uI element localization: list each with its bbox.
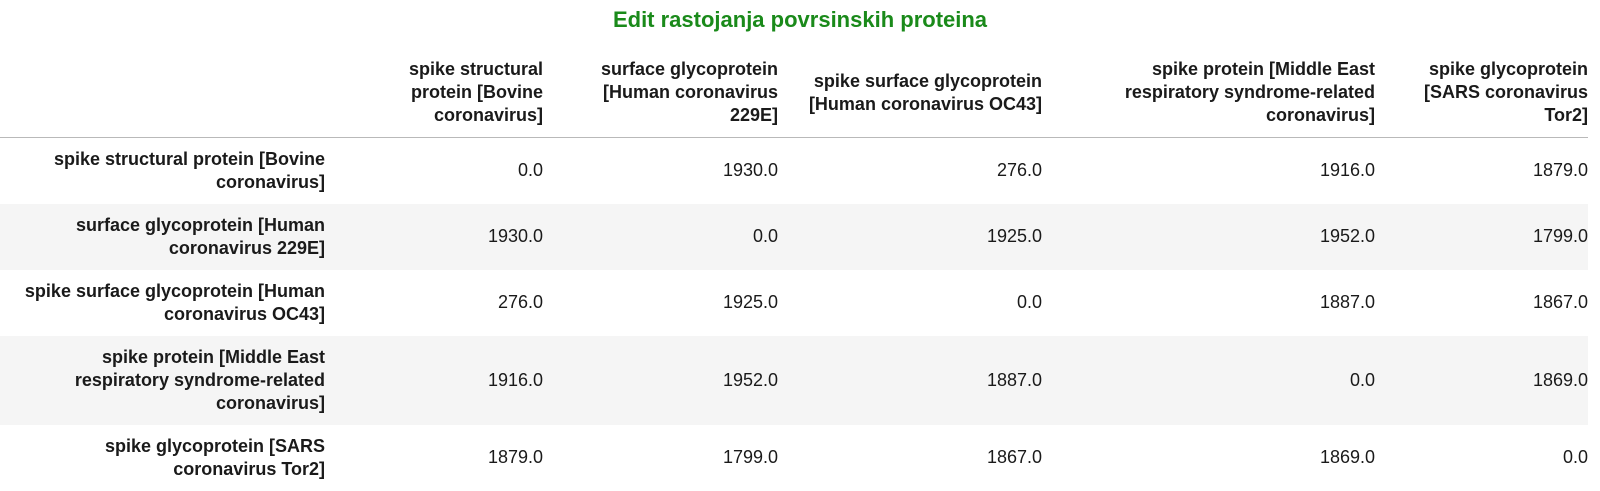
table-title: Edit rastojanja povrsinskih proteina (612, 7, 988, 32)
table-cell: 276.0 (996, 160, 1042, 181)
column-header-label: surface glycoprotein [Human coronavirus … (600, 59, 778, 125)
table-cell: 1930.0 (722, 160, 778, 181)
column-header: spike surface glycoprotein [Human corona… (778, 58, 1042, 138)
table-cell: 1887.0 (986, 369, 1042, 390)
table-cell: 1952.0 (722, 369, 778, 390)
table-row: spike glycoprotein [SARS coronavirus Tor… (0, 424, 1588, 491)
table-cell: 1867.0 (1532, 292, 1588, 312)
header-row: spike structural protein [Bovine coronav… (0, 58, 1588, 138)
column-header: spike structural protein [Bovine coronav… (325, 58, 543, 138)
corner-header-cell (0, 58, 325, 138)
column-header: surface glycoprotein [Human coronavirus … (543, 58, 778, 138)
column-header-label: spike protein [Middle East respiratory s… (1124, 59, 1375, 125)
table-row: surface glycoprotein [Human coronavirus … (0, 203, 1588, 270)
table-cell: 1799.0 (722, 447, 778, 467)
table-cell: 1930.0 (487, 226, 543, 246)
column-header-label: spike surface glycoprotein [Human corona… (808, 70, 1042, 114)
table-cell: 1952.0 (1319, 226, 1375, 246)
table-body: spike structural protein [Bovine coronav… (0, 137, 1588, 491)
table-row: spike structural protein [Bovine coronav… (0, 137, 1588, 204)
row-header-label: spike glycoprotein [SARS coronavirus Tor… (104, 435, 325, 479)
row-header-label: spike structural protein [Bovine coronav… (53, 148, 325, 192)
table-cell: 0.0 (517, 160, 543, 181)
table-cell: 1925.0 (986, 226, 1042, 246)
table-cell: 0.0 (752, 226, 778, 246)
row-header: spike structural protein [Bovine coronav… (0, 138, 325, 204)
table-cell: 1925.0 (722, 292, 778, 312)
table-cell: 1916.0 (1319, 160, 1375, 181)
table-cell: 1867.0 (986, 447, 1042, 467)
table-row: spike surface glycoprotein [Human corona… (0, 269, 1588, 336)
table-cell: 1799.0 (1532, 226, 1588, 246)
row-header-label: spike protein [Middle East respiratory s… (74, 346, 325, 413)
distance-matrix-table: spike structural protein [Bovine coronav… (0, 58, 1588, 491)
row-header: spike surface glycoprotein [Human corona… (0, 270, 325, 336)
column-header-label: spike glycoprotein [SARS coronavirus Tor… (1423, 59, 1588, 125)
row-header: surface glycoprotein [Human coronavirus … (0, 204, 325, 270)
table-cell: 1869.0 (1532, 369, 1588, 390)
table-cell: 1879.0 (1532, 160, 1588, 181)
table-cell: 1869.0 (1319, 447, 1375, 467)
table-cell: 1879.0 (487, 447, 543, 467)
table-cell: 0.0 (1562, 447, 1588, 467)
table-cell: 276.0 (497, 292, 543, 312)
column-header: spike protein [Middle East respiratory s… (1042, 58, 1375, 138)
table-cell: 0.0 (1349, 369, 1375, 390)
row-header-label: surface glycoprotein [Human coronavirus … (75, 214, 325, 258)
table-header: spike structural protein [Bovine coronav… (0, 58, 1588, 138)
row-header: spike glycoprotein [SARS coronavirus Tor… (0, 425, 325, 491)
table-cell: 1916.0 (487, 369, 543, 390)
column-header: spike glycoprotein [SARS coronavirus Tor… (1375, 58, 1588, 138)
table-cell: 0.0 (1016, 292, 1042, 312)
row-header: spike protein [Middle East respiratory s… (0, 336, 325, 425)
column-header-label: spike structural protein [Bovine coronav… (408, 59, 543, 125)
table-cell: 1887.0 (1319, 292, 1375, 312)
row-header-label: spike surface glycoprotein [Human corona… (24, 280, 325, 324)
table-row: spike protein [Middle East respiratory s… (0, 335, 1588, 425)
